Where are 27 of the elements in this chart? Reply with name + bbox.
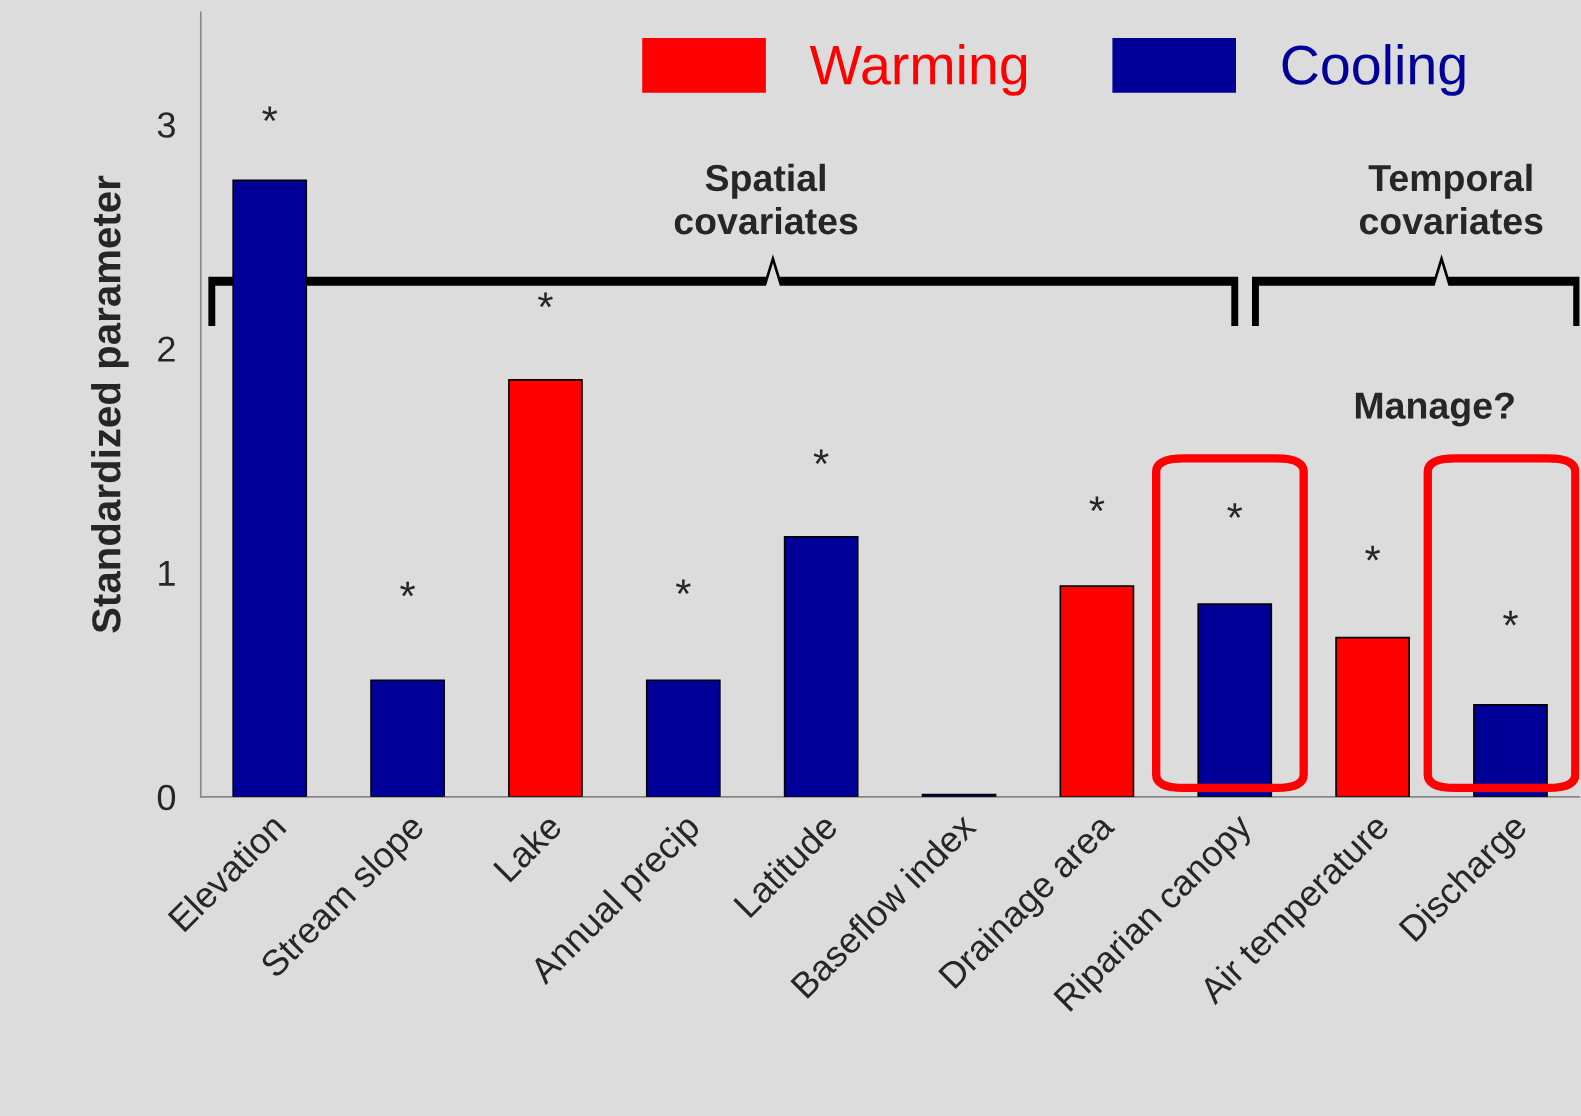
legend-label: Cooling: [1282, 44, 1465, 96]
bar: [1473, 704, 1548, 797]
annotation: *: [675, 579, 691, 595]
annotation: *: [262, 106, 278, 122]
annotation: *: [1365, 545, 1381, 561]
y-tick-label: 1: [159, 560, 175, 586]
y-axis-title: Standardized parameter: [91, 175, 129, 633]
y-tick-label: 2: [158, 336, 175, 362]
legend-label: Warming: [809, 44, 1027, 96]
annotation: *: [1089, 496, 1105, 512]
annotation: *: [400, 581, 416, 597]
bar: [1197, 603, 1273, 797]
annotation: *: [813, 449, 829, 465]
annotation: Manage?: [1355, 392, 1514, 427]
annotation: Spatial covariates: [674, 163, 858, 235]
annotation: *: [538, 292, 553, 308]
bar: [1059, 585, 1135, 797]
y-tick-label: 0: [157, 784, 176, 811]
annotation: Temporal covariates: [1359, 163, 1543, 235]
y-tick-label: 3: [157, 112, 175, 138]
bar: [783, 535, 859, 797]
bar: [1335, 636, 1410, 797]
bar: [508, 379, 583, 797]
bar: [370, 679, 445, 797]
annotation: *: [1227, 503, 1243, 518]
annotation: *: [1503, 610, 1518, 626]
bar: [645, 679, 721, 797]
